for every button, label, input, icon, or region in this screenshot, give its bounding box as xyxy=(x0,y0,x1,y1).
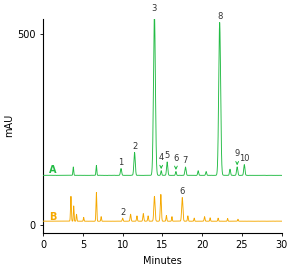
Text: 7: 7 xyxy=(183,156,188,165)
Text: 8: 8 xyxy=(217,12,222,21)
Text: 4: 4 xyxy=(159,153,164,162)
Text: B: B xyxy=(49,212,57,222)
Text: 5: 5 xyxy=(165,151,170,160)
Text: 3: 3 xyxy=(152,4,157,13)
Text: 6: 6 xyxy=(180,187,185,196)
Text: 2: 2 xyxy=(132,141,137,150)
Y-axis label: mAU: mAU xyxy=(4,114,14,137)
Text: 1: 1 xyxy=(119,158,124,167)
Text: 9: 9 xyxy=(234,150,240,158)
Text: A: A xyxy=(49,166,57,176)
Text: 2: 2 xyxy=(120,208,125,217)
Text: 10: 10 xyxy=(239,154,250,163)
Text: 6: 6 xyxy=(173,154,179,163)
X-axis label: Minutes: Minutes xyxy=(143,256,182,266)
